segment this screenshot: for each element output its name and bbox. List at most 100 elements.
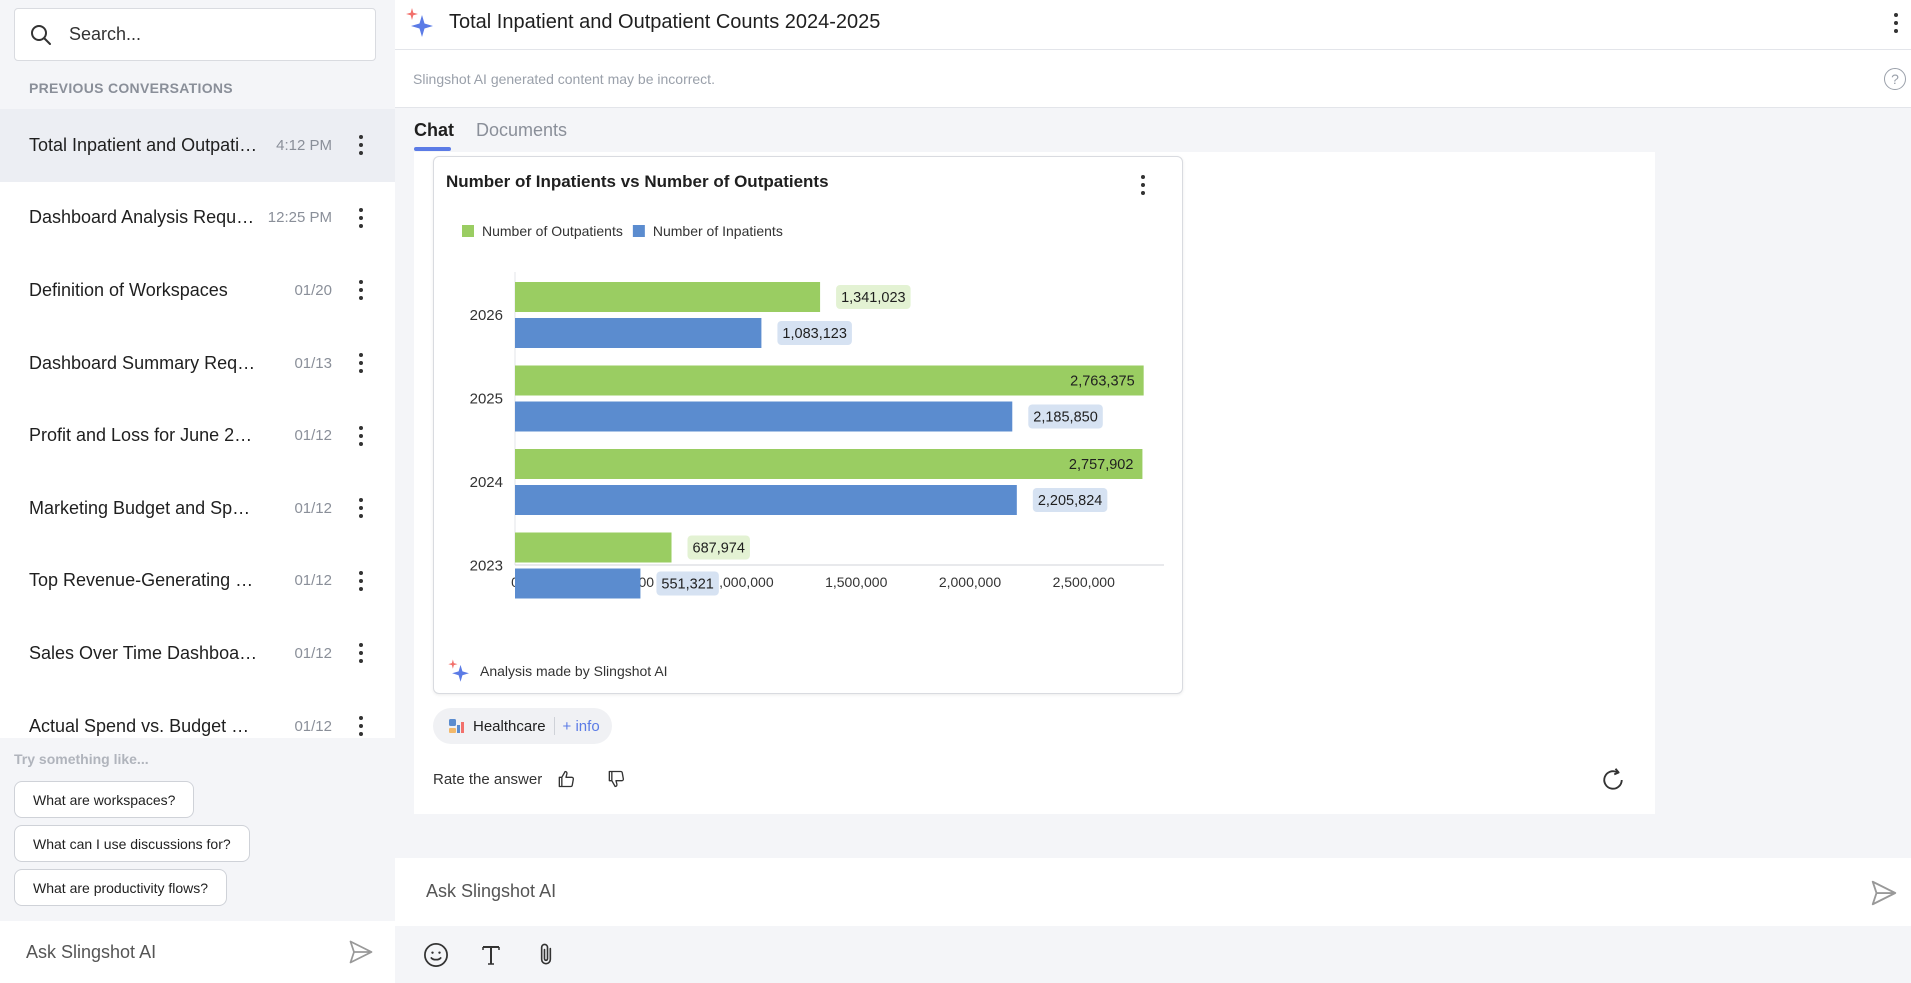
active-tab-indicator — [414, 147, 451, 151]
more-vertical-icon[interactable] — [351, 348, 371, 378]
chart-card: Number of Inpatients vs Number of Outpat… — [433, 156, 1183, 694]
conversation-time: 01/13 — [294, 354, 332, 372]
tab-chat[interactable]: Chat — [414, 120, 454, 140]
thumbs-down-icon[interactable] — [606, 769, 626, 789]
suggestion-button[interactable]: What are workspaces? — [14, 781, 195, 818]
paperclip-icon[interactable] — [531, 940, 561, 970]
disclaimer-text: Slingshot AI generated content may be in… — [413, 71, 715, 87]
conversation-item[interactable]: Profit and Loss for June 2024 01/12 — [0, 399, 395, 472]
healthcare-dataset-icon — [449, 719, 464, 733]
data-label: 687,974 — [693, 541, 745, 557]
conversation-title: Profit and Loss for June 2024 — [29, 425, 259, 446]
more-info-link[interactable]: + info — [562, 717, 600, 735]
x-tick-label: 1,500,000 — [825, 574, 887, 590]
conversation-time: 01/12 — [294, 572, 332, 590]
more-vertical-icon[interactable] — [351, 203, 371, 233]
chart-title: Number of Inpatients vs Number of Outpat… — [446, 172, 829, 191]
data-label-background — [656, 571, 719, 596]
more-vertical-icon[interactable] — [351, 275, 371, 305]
conversation-time: 01/12 — [294, 717, 332, 735]
conversation-item[interactable]: Actual Spend vs. Budget Dashboard 01/12 — [0, 690, 395, 738]
bar — [515, 485, 1017, 515]
bar — [515, 532, 672, 563]
send-icon[interactable] — [1869, 878, 1899, 908]
help-icon[interactable]: ? — [1884, 68, 1906, 90]
thumbs-up-icon[interactable] — [556, 769, 576, 789]
more-vertical-icon[interactable] — [1140, 174, 1146, 196]
data-label-background — [777, 321, 852, 345]
data-label: 2,757,902 — [1069, 457, 1134, 473]
conversation-item[interactable]: Total Inpatient and Outpatient Counts 20… — [0, 109, 395, 182]
conversation-title: Marketing Budget and Spending Analysis — [29, 497, 259, 518]
conversation-item[interactable]: Dashboard Analysis Request 12:25 PM — [0, 182, 395, 255]
conversation-time: 01/12 — [294, 644, 332, 662]
more-vertical-icon[interactable] — [351, 493, 371, 523]
legend-swatch — [632, 225, 645, 237]
search-input[interactable] — [69, 24, 349, 45]
data-label: 1,083,123 — [782, 326, 847, 342]
more-vertical-icon[interactable] — [351, 421, 371, 451]
conversation-item[interactable]: Top Revenue-Generating Products 01/12 — [0, 545, 395, 618]
conversation-title: Definition of Workspaces — [29, 279, 228, 300]
main-ask-placeholder: Ask Slingshot AI — [426, 881, 557, 901]
conversation-time: 01/12 — [294, 427, 332, 445]
conversation-title: Total Inpatient and Outpatient Counts 20… — [29, 134, 259, 155]
dataset-chip[interactable]: Healthcare + info — [433, 708, 612, 744]
category-label: 2026 — [470, 307, 503, 324]
rate-label: Rate the answer — [433, 770, 543, 788]
analysis-note: Analysis made by Slingshot AI — [446, 658, 668, 684]
conversation-time: 01/20 — [294, 281, 332, 299]
disclaimer-bar: Slingshot AI generated content may be in… — [395, 51, 1911, 108]
data-label: 2,205,824 — [1038, 493, 1103, 509]
section-label: PREVIOUS CONVERSATIONS — [29, 80, 233, 96]
suggestion-button[interactable]: What can I use discussions for? — [14, 825, 250, 862]
data-label-background — [836, 285, 911, 309]
category-label: 2025 — [470, 391, 503, 408]
conversation-title: Top Revenue-Generating Products — [29, 570, 259, 591]
more-vertical-icon[interactable] — [1891, 10, 1901, 36]
bar — [515, 318, 762, 348]
data-label: 2,185,850 — [1033, 410, 1098, 426]
title-bar: Total Inpatient and Outpatient Counts 20… — [395, 0, 1911, 50]
data-label: 551,321 — [661, 577, 713, 593]
search-box[interactable] — [14, 8, 376, 61]
analysis-note-text: Analysis made by Slingshot AI — [480, 663, 668, 679]
text-format-icon[interactable] — [476, 940, 506, 970]
category-label: 2023 — [470, 558, 503, 575]
more-vertical-icon[interactable] — [351, 566, 371, 596]
conversation-time: 4:12 PM — [276, 136, 332, 154]
conversation-item[interactable]: Dashboard Summary Request 01/13 — [0, 327, 395, 400]
data-label-background — [1028, 404, 1103, 429]
conversation-item[interactable]: Sales Over Time Dashboard Summary 01/12 — [0, 617, 395, 690]
sidebar-ask-placeholder: Ask Slingshot AI — [26, 941, 157, 962]
bar — [515, 401, 1013, 432]
dataset-chip-label: Healthcare — [473, 717, 546, 735]
data-label: 1,341,023 — [841, 290, 906, 306]
conversation-title: Sales Over Time Dashboard Summary — [29, 642, 259, 663]
refresh-icon[interactable] — [1598, 765, 1628, 795]
conversation-item[interactable]: Marketing Budget and Spending Analysis 0… — [0, 472, 395, 545]
bar-chart: Number of Outpatients Number of Inpatient… — [462, 223, 1164, 599]
bar — [515, 568, 641, 599]
composer-toolbar — [395, 926, 1911, 983]
more-vertical-icon[interactable] — [351, 638, 371, 668]
page-title: Total Inpatient and Outpatient Counts 20… — [449, 11, 881, 33]
more-vertical-icon[interactable] — [351, 130, 371, 160]
legend-swatch — [462, 225, 474, 237]
emoji-icon[interactable] — [421, 940, 451, 970]
rate-row: Rate the answer — [433, 769, 626, 789]
send-icon[interactable] — [347, 938, 375, 966]
more-vertical-icon[interactable] — [351, 711, 371, 738]
main-ask-input[interactable]: Ask Slingshot AI — [395, 858, 1911, 926]
suggestion-button[interactable]: What are productivity flows? — [14, 869, 228, 906]
chip-divider — [553, 717, 555, 735]
legend-label: Number of Inpatients — [653, 223, 783, 239]
x-tick-label: 1,000,000 — [711, 574, 773, 590]
conversation-time: 12:25 PM — [267, 209, 332, 227]
x-tick-label: 2,000,000 — [939, 574, 1001, 590]
conversation-item[interactable]: Definition of Workspaces 01/20 — [0, 254, 395, 327]
tab-documents[interactable]: Documents — [476, 120, 568, 140]
sidebar-ask-input[interactable]: Ask Slingshot AI — [0, 921, 395, 983]
x-tick-label: 2,500,000 — [1053, 574, 1115, 590]
legend-label: Number of Outpatients — [482, 223, 623, 239]
